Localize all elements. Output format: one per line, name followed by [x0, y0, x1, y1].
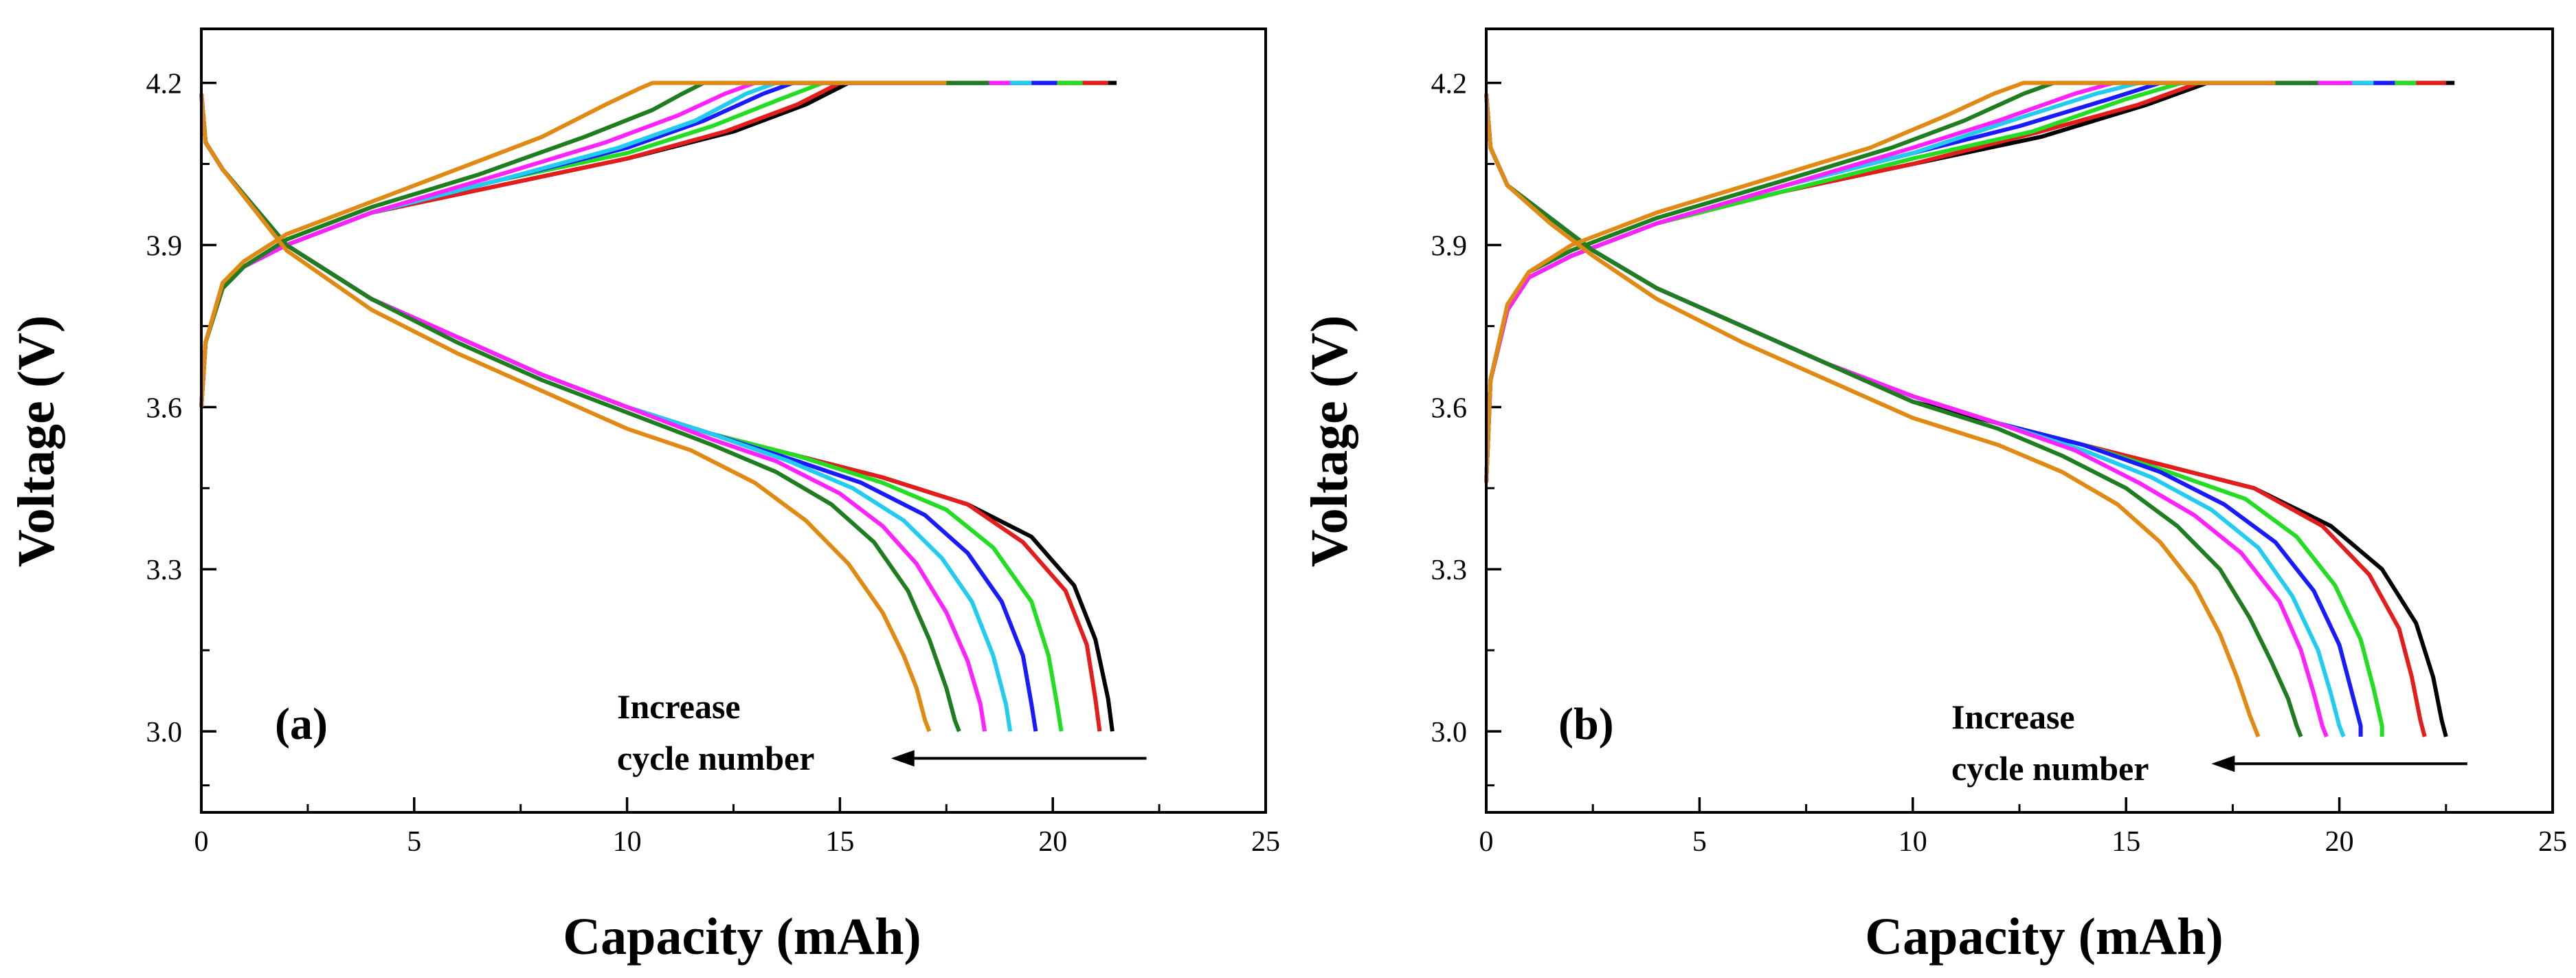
axis-ticks: 0 5 10 15 20 25 3.0 3.3 3.6 3.9 4.2	[1431, 69, 2568, 858]
x-tick-label: 20	[2325, 826, 2354, 858]
series-7-charge-line	[1484, 80, 2318, 483]
panel-label: (a)	[275, 699, 328, 749]
annotation-arrow	[2211, 755, 2467, 773]
series-4-discharge-line	[199, 93, 1038, 732]
panel-label: (b)	[1558, 699, 1614, 749]
series-6-charge-line	[199, 80, 1011, 408]
y-axis-title: Voltage (V)	[1301, 315, 1358, 568]
series-8-discharge-line	[1484, 93, 2261, 738]
annotation-arrow	[891, 750, 1147, 767]
series-group	[1484, 80, 2455, 738]
annotation-line-1: Increase	[1951, 698, 2075, 736]
y-tick-label: 3.6	[146, 392, 183, 424]
y-tick-label: 3.3	[146, 555, 183, 586]
series-3-discharge-line	[1484, 93, 2384, 737]
x-tick-label: 0	[1479, 826, 1494, 858]
series-5-discharge-line	[1484, 93, 2346, 738]
series-5-charge-line	[199, 80, 1032, 408]
series-7-charge-line	[199, 80, 989, 408]
panel-b: Voltage (V) Capacity (mAh) 0 5 10 15 20 25 3.0…	[1301, 27, 2568, 966]
arrow-head	[2211, 755, 2235, 773]
series-7-discharge-line	[199, 93, 961, 733]
annotation-line-1: Increase	[617, 687, 741, 726]
series-3-charge-line	[199, 80, 1083, 408]
series-8-discharge-line	[199, 93, 932, 733]
x-tick-label: 15	[825, 826, 854, 858]
series-6-charge-line	[1484, 80, 2353, 483]
y-tick-label: 3.6	[1431, 392, 1468, 424]
x-tick-label: 20	[1038, 826, 1067, 858]
x-tick-label: 10	[1899, 826, 1927, 858]
series-8-charge-line	[1484, 80, 2276, 483]
y-tick-label: 4.2	[1431, 69, 1468, 100]
x-tick-label: 5	[407, 826, 421, 858]
series-1-discharge-line	[199, 93, 1115, 732]
series-4-discharge-line	[1484, 93, 2363, 737]
annotation-line-2: cycle number	[1951, 749, 2149, 788]
plot-frame	[1485, 27, 2554, 814]
series-8-charge-line	[199, 80, 947, 408]
y-tick-label: 3.0	[1431, 717, 1468, 748]
y-tick-label: 3.0	[146, 717, 183, 748]
y-tick-label: 4.2	[146, 69, 183, 100]
x-axis-title: Capacity (mAh)	[1865, 908, 2223, 966]
y-tick-label: 3.3	[1431, 555, 1468, 586]
y-tick-label: 3.9	[146, 230, 183, 262]
x-tick-label: 5	[1692, 826, 1707, 858]
x-axis-title: Capacity (mAh)	[563, 908, 921, 966]
series-2-charge-line	[199, 80, 1108, 408]
arrow-head	[891, 750, 915, 767]
panel-a: Voltage (V) Capacity (mAh) 0 5 10 15 20 25 3.0…	[8, 27, 1280, 966]
x-tick-label: 0	[194, 826, 209, 858]
plot-frame	[200, 27, 1267, 814]
series-group	[199, 80, 1117, 733]
y-axis-title: Voltage (V)	[8, 315, 65, 568]
x-tick-label: 25	[2538, 826, 2567, 858]
y-tick-label: 3.9	[1431, 230, 1468, 262]
x-tick-label: 10	[613, 826, 642, 858]
series-5-discharge-line	[199, 93, 1013, 732]
x-tick-label: 15	[2112, 826, 2140, 858]
x-tick-label: 25	[1251, 826, 1280, 858]
series-7-discharge-line	[1484, 93, 2303, 738]
annotation-line-2: cycle number	[617, 739, 814, 777]
